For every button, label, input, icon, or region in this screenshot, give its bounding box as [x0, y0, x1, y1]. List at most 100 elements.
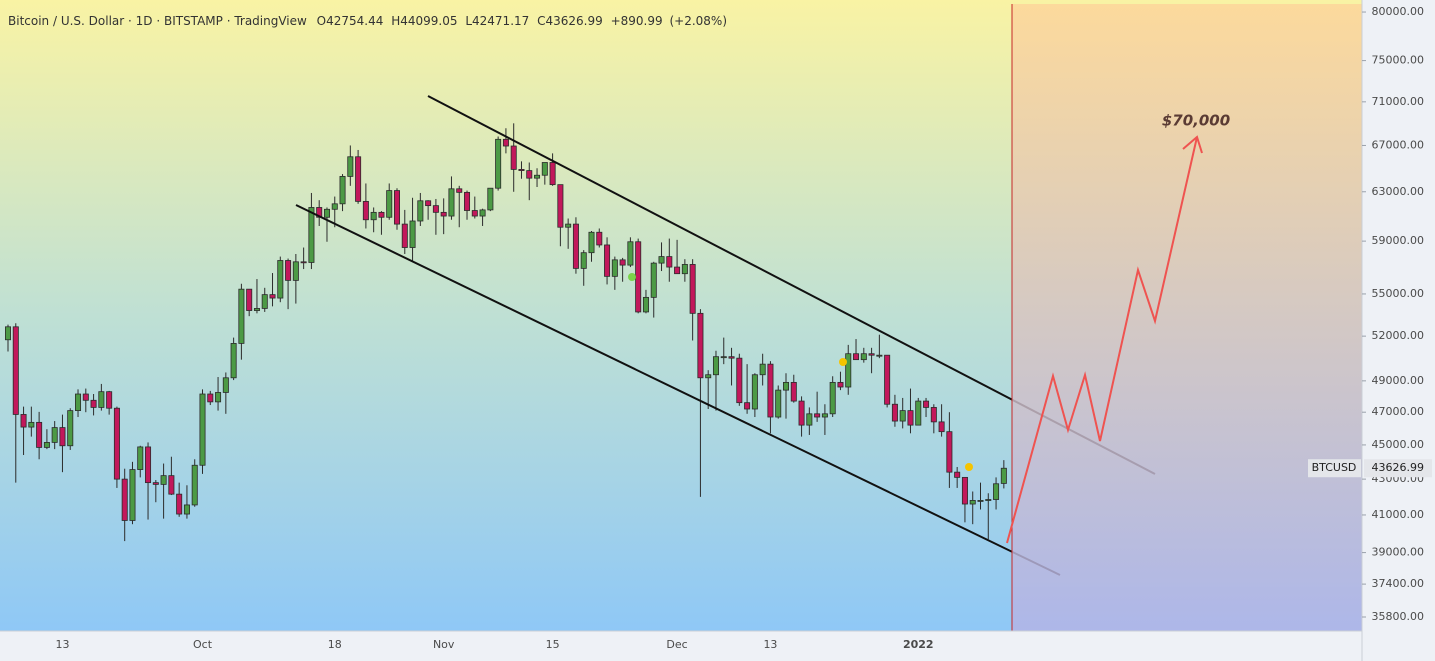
candle-body: [75, 393, 82, 412]
candle-body: [853, 353, 860, 361]
candle-body: [207, 393, 214, 403]
candle-body: [495, 138, 502, 189]
time-axis: [0, 631, 1362, 661]
header-title: Bitcoin / U.S. Dollar · 1D · BITSTAMP · …: [8, 14, 307, 28]
candle-body: [106, 391, 113, 409]
candle-body: [137, 446, 144, 470]
y-tick-label: 37400.00: [1372, 577, 1425, 590]
candle-body: [845, 353, 852, 388]
y-tick-label: 45000.00: [1372, 438, 1425, 451]
candle-body: [681, 264, 688, 275]
y-tick-label: 47000.00: [1372, 405, 1425, 418]
candle-body: [502, 138, 509, 147]
candle-body: [168, 475, 175, 495]
candle-body: [829, 381, 836, 415]
candle-body: [705, 374, 712, 379]
candle-body: [331, 203, 338, 210]
candle-body: [409, 220, 416, 248]
y-tick-label: 49000.00: [1372, 374, 1425, 387]
candle-body: [308, 207, 315, 263]
candle-body: [907, 410, 914, 426]
candle-body: [448, 188, 455, 217]
candle-body: [1000, 467, 1007, 484]
candle-body: [370, 211, 377, 221]
ohlc-value: 42471.17: [472, 14, 529, 28]
candle-body: [479, 209, 486, 217]
candle-body: [487, 187, 494, 211]
candle-body: [526, 170, 533, 179]
y-tick-label: 75000.00: [1372, 54, 1425, 67]
candle-body: [176, 493, 183, 515]
candle-body: [393, 190, 400, 225]
candle-body: [121, 478, 128, 521]
candle-body: [993, 483, 1000, 500]
candle-body: [588, 231, 595, 254]
projection-arrowhead: [1182, 135, 1203, 154]
candle-body: [215, 392, 222, 403]
projection-zone: [1012, 4, 1362, 631]
candle-body: [269, 294, 276, 299]
candle-body: [946, 431, 953, 473]
candle-body: [464, 191, 471, 211]
candle-body: [954, 471, 961, 478]
candle-body: [425, 200, 432, 207]
candle-body: [565, 223, 572, 228]
candle-body: [580, 252, 587, 269]
candle-body: [440, 211, 447, 217]
y-tick-label: 80000.00: [1372, 5, 1425, 18]
y-tick-label: 59000.00: [1372, 234, 1425, 247]
candle-body: [915, 400, 922, 426]
header: Bitcoin / U.S. Dollar · 1D · BITSTAMP · …: [8, 14, 727, 28]
x-tick-label: 15: [546, 638, 560, 651]
candle-body: [751, 374, 758, 410]
x-tick-label: Oct: [193, 638, 213, 651]
candle-body: [619, 259, 626, 266]
y-tick-label: 41000.00: [1372, 508, 1425, 521]
candle-body: [43, 442, 50, 448]
ohlc-label: H: [391, 14, 400, 28]
candle-body: [985, 499, 992, 501]
candle-body: [191, 464, 198, 506]
candle-body: [674, 266, 681, 275]
candle-body: [129, 469, 136, 521]
candle-body: [557, 184, 564, 228]
candle-body: [744, 402, 751, 410]
candle-body: [518, 169, 525, 171]
candle-body: [246, 288, 253, 311]
candle-body: [347, 156, 354, 177]
candle-body: [923, 400, 930, 408]
change-percent: (+2.08%): [669, 14, 727, 28]
ohlc-label: O: [317, 14, 326, 28]
candle-body: [876, 354, 883, 357]
candle-body: [814, 413, 821, 418]
symbol-label: BTCUSD: [1312, 461, 1357, 474]
candle-body: [261, 294, 268, 309]
candle-body: [767, 363, 774, 418]
x-tick-label: Nov: [433, 638, 455, 651]
candle-body: [689, 264, 696, 314]
candle-body: [884, 354, 891, 405]
candle-body: [790, 381, 797, 402]
candle-body: [285, 260, 292, 281]
y-tick-label: 67000.00: [1372, 138, 1425, 151]
candle-body: [98, 391, 105, 408]
candle-body: [12, 326, 19, 415]
y-tick-label: 52000.00: [1372, 329, 1425, 342]
candle-body: [720, 356, 727, 359]
candle-body: [697, 312, 704, 379]
candle-body: [355, 156, 362, 202]
candle-body: [642, 296, 649, 313]
candle-body: [977, 500, 984, 502]
candle-body: [860, 353, 867, 361]
annotation: $70,000: [1162, 112, 1230, 130]
x-tick-label: 13: [55, 638, 69, 651]
candle-body: [899, 410, 906, 422]
candle-body: [868, 353, 875, 356]
y-tick-label: 71000.00: [1372, 95, 1425, 108]
candle-body: [386, 190, 393, 218]
y-tick-label: 63000.00: [1372, 185, 1425, 198]
y-tick-label: 39000.00: [1372, 546, 1425, 559]
candle-body: [36, 421, 43, 448]
candle-body: [90, 399, 97, 408]
